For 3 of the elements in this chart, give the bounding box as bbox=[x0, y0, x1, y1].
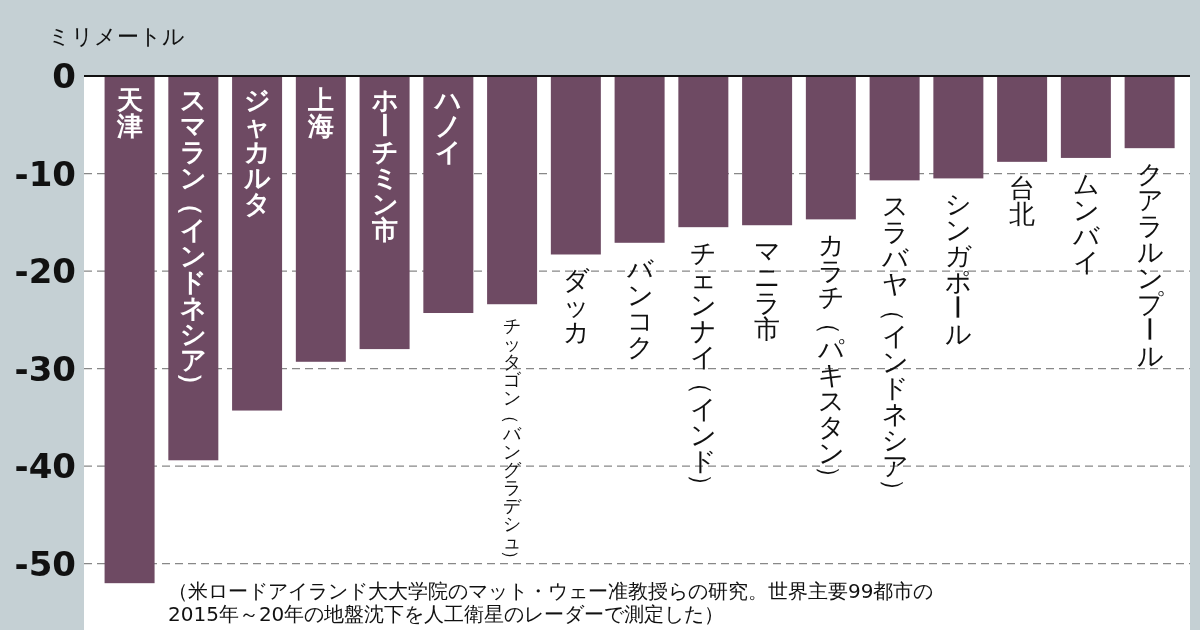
annotation: 2015年～20年の地盤沈下を人工衛星のレーダーで測定した） bbox=[168, 602, 725, 626]
annotation: （米ロードアイランド大大学院のマット・ウェー准教授らの研究。世界主要99都市の bbox=[168, 579, 934, 603]
ylabel: ミリメートル bbox=[48, 24, 185, 49]
